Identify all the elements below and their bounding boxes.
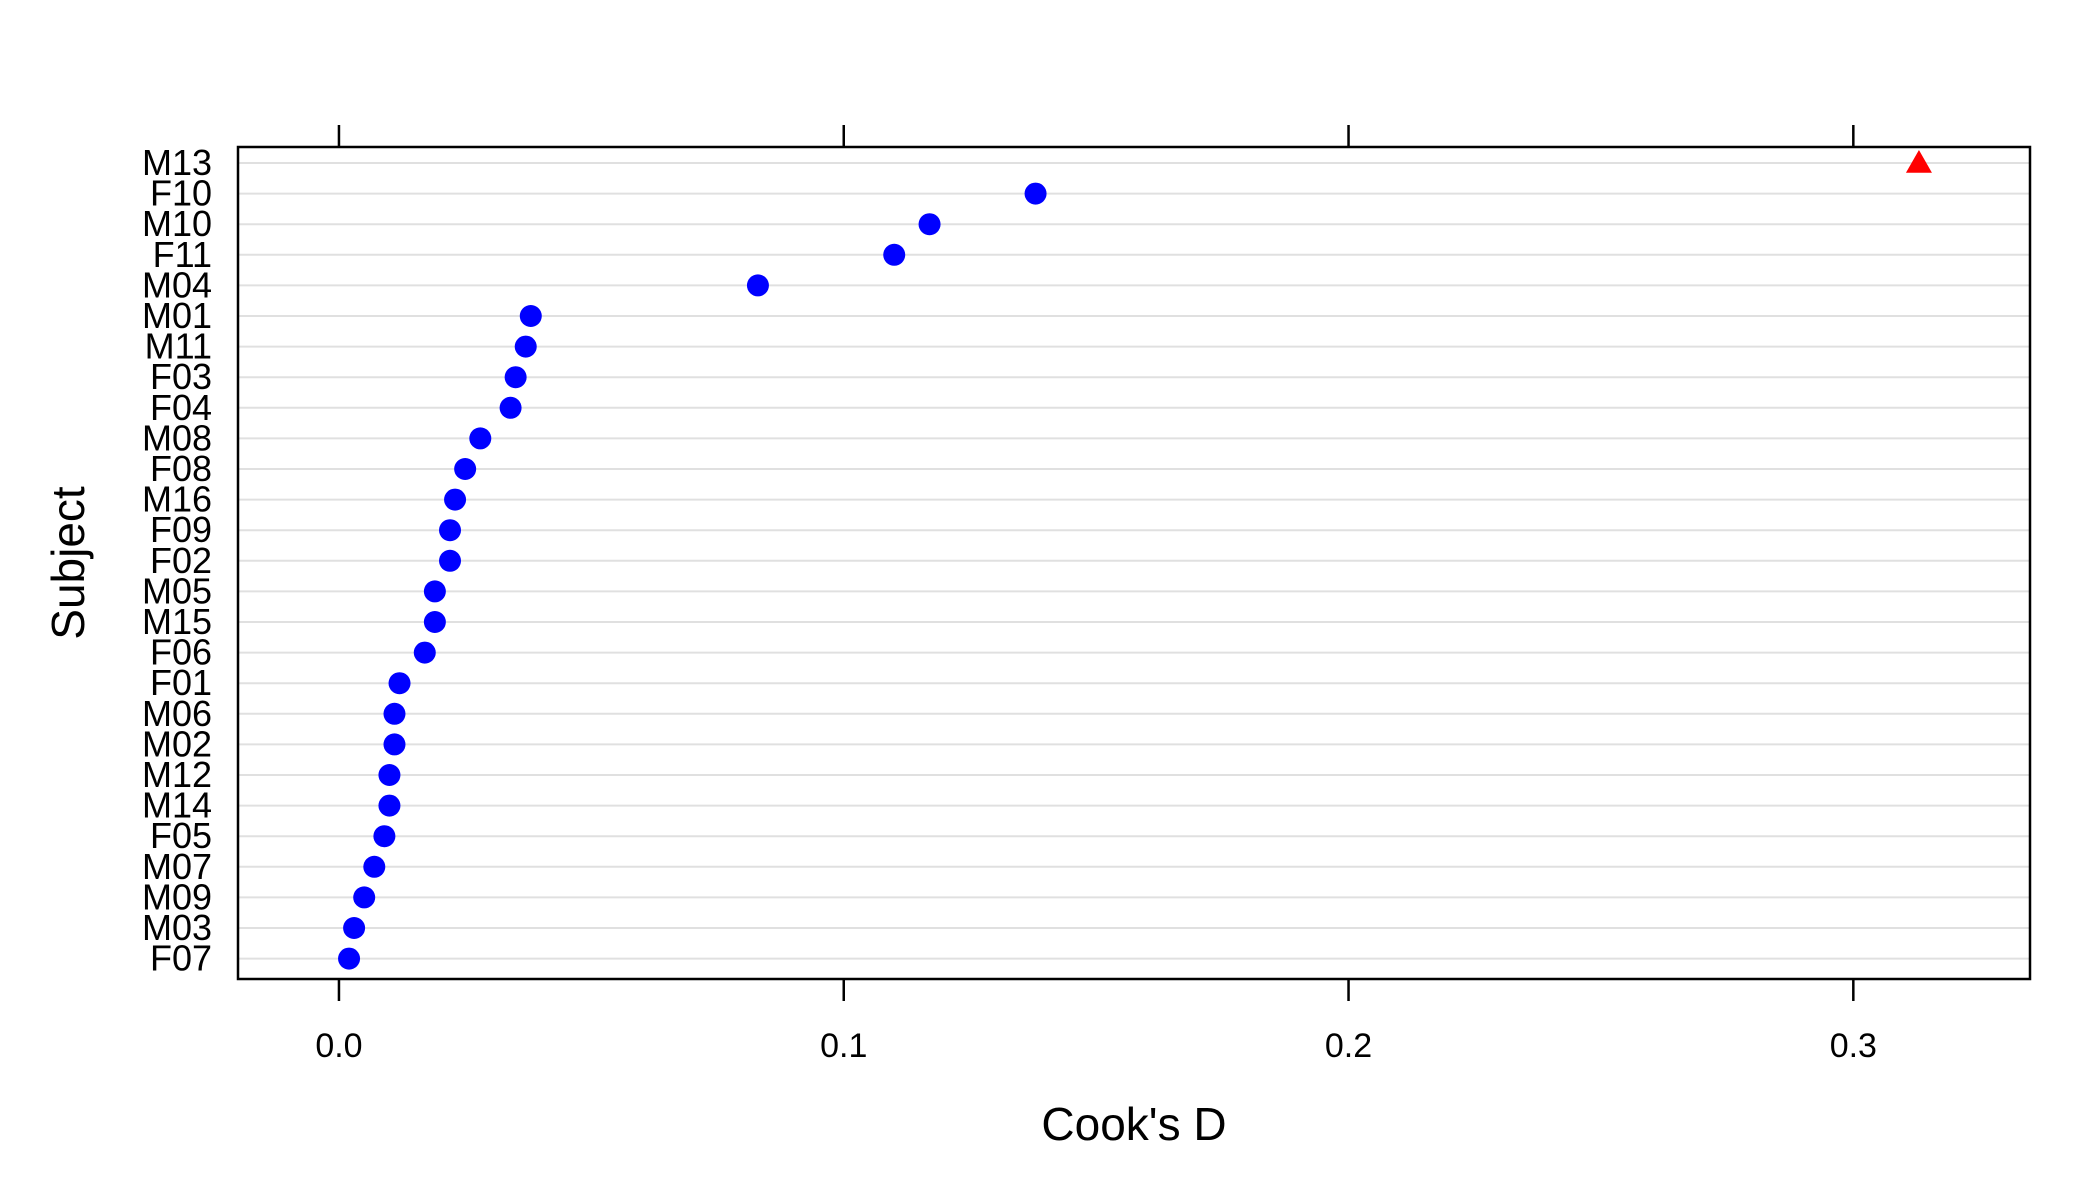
point-m01 [519, 305, 542, 327]
point-m08 [469, 427, 492, 450]
subject-label-m01: M01 [142, 295, 212, 336]
subject-label-m04: M04 [142, 264, 212, 305]
point-f11 [883, 243, 906, 266]
point-m06 [383, 702, 406, 725]
x-tick-label-2: 0.2 [1325, 1027, 1372, 1065]
point-f04 [499, 396, 522, 419]
point-f09 [439, 519, 462, 542]
subject-label-f05: F05 [150, 815, 212, 856]
point-f03 [504, 366, 527, 389]
point-m13 [1905, 150, 1932, 173]
point-f06 [413, 641, 436, 664]
point-m05 [423, 580, 446, 603]
point-f05 [373, 825, 396, 848]
point-m16 [444, 488, 467, 511]
subject-label-m15: M15 [142, 601, 212, 642]
x-tick-label-3: 0.3 [1830, 1027, 1877, 1065]
subject-label-m02: M02 [142, 723, 212, 764]
x-tick-label-0: 0.0 [315, 1027, 362, 1065]
subject-label-m13: M13 [142, 142, 212, 183]
point-m03 [343, 917, 366, 939]
subject-label-f03: F03 [150, 356, 212, 397]
subject-label-m14: M14 [142, 785, 212, 826]
point-m10 [918, 213, 941, 236]
data-points [338, 150, 1932, 970]
point-m07 [363, 855, 386, 878]
grid-lines [238, 162, 2030, 960]
point-m11 [514, 335, 537, 358]
x-axis-title: Cook's D [1041, 1098, 1226, 1150]
point-f10 [1024, 182, 1047, 205]
subject-label-m06: M06 [142, 693, 212, 734]
y-axis-title: Subject [42, 486, 94, 640]
y-axis-labels: M13F10M10F11M04M01M11F03F04M08F08M16F09F… [142, 142, 212, 979]
subject-label-f09: F09 [150, 509, 212, 550]
subject-label-m07: M07 [142, 846, 212, 887]
point-m02 [383, 733, 406, 756]
subject-label-f04: F04 [150, 387, 212, 428]
point-f01 [388, 672, 411, 695]
point-m15 [423, 611, 446, 633]
point-m14 [378, 794, 401, 817]
subject-label-f07: F07 [150, 938, 212, 979]
point-m04 [746, 274, 769, 297]
plot-frame [236, 145, 2032, 981]
x-axis-ticks: 0.0 0.1 0.2 0.3 [315, 125, 1877, 1065]
subject-label-m05: M05 [142, 570, 212, 611]
point-f02 [439, 549, 462, 572]
subject-label-f11: F11 [153, 234, 212, 275]
subject-label-f01: F01 [150, 662, 212, 703]
subject-label-f08: F08 [150, 448, 212, 489]
subject-label-f06: F06 [150, 632, 212, 673]
subject-label-m10: M10 [142, 203, 212, 244]
subject-label-f02: F02 [150, 540, 212, 581]
subject-label-m12: M12 [142, 754, 212, 795]
subject-label-f10: F10 [150, 173, 212, 214]
subject-label-m09: M09 [142, 876, 212, 917]
subject-label-m03: M03 [142, 907, 212, 948]
subject-label-m16: M16 [142, 479, 212, 520]
point-m09 [353, 886, 376, 909]
subject-label-m08: M08 [142, 417, 212, 458]
point-m12 [378, 764, 401, 786]
x-tick-label-1: 0.1 [820, 1027, 867, 1065]
point-f07 [338, 947, 361, 970]
subject-label-m11: M11 [145, 326, 212, 367]
point-f08 [454, 458, 477, 480]
